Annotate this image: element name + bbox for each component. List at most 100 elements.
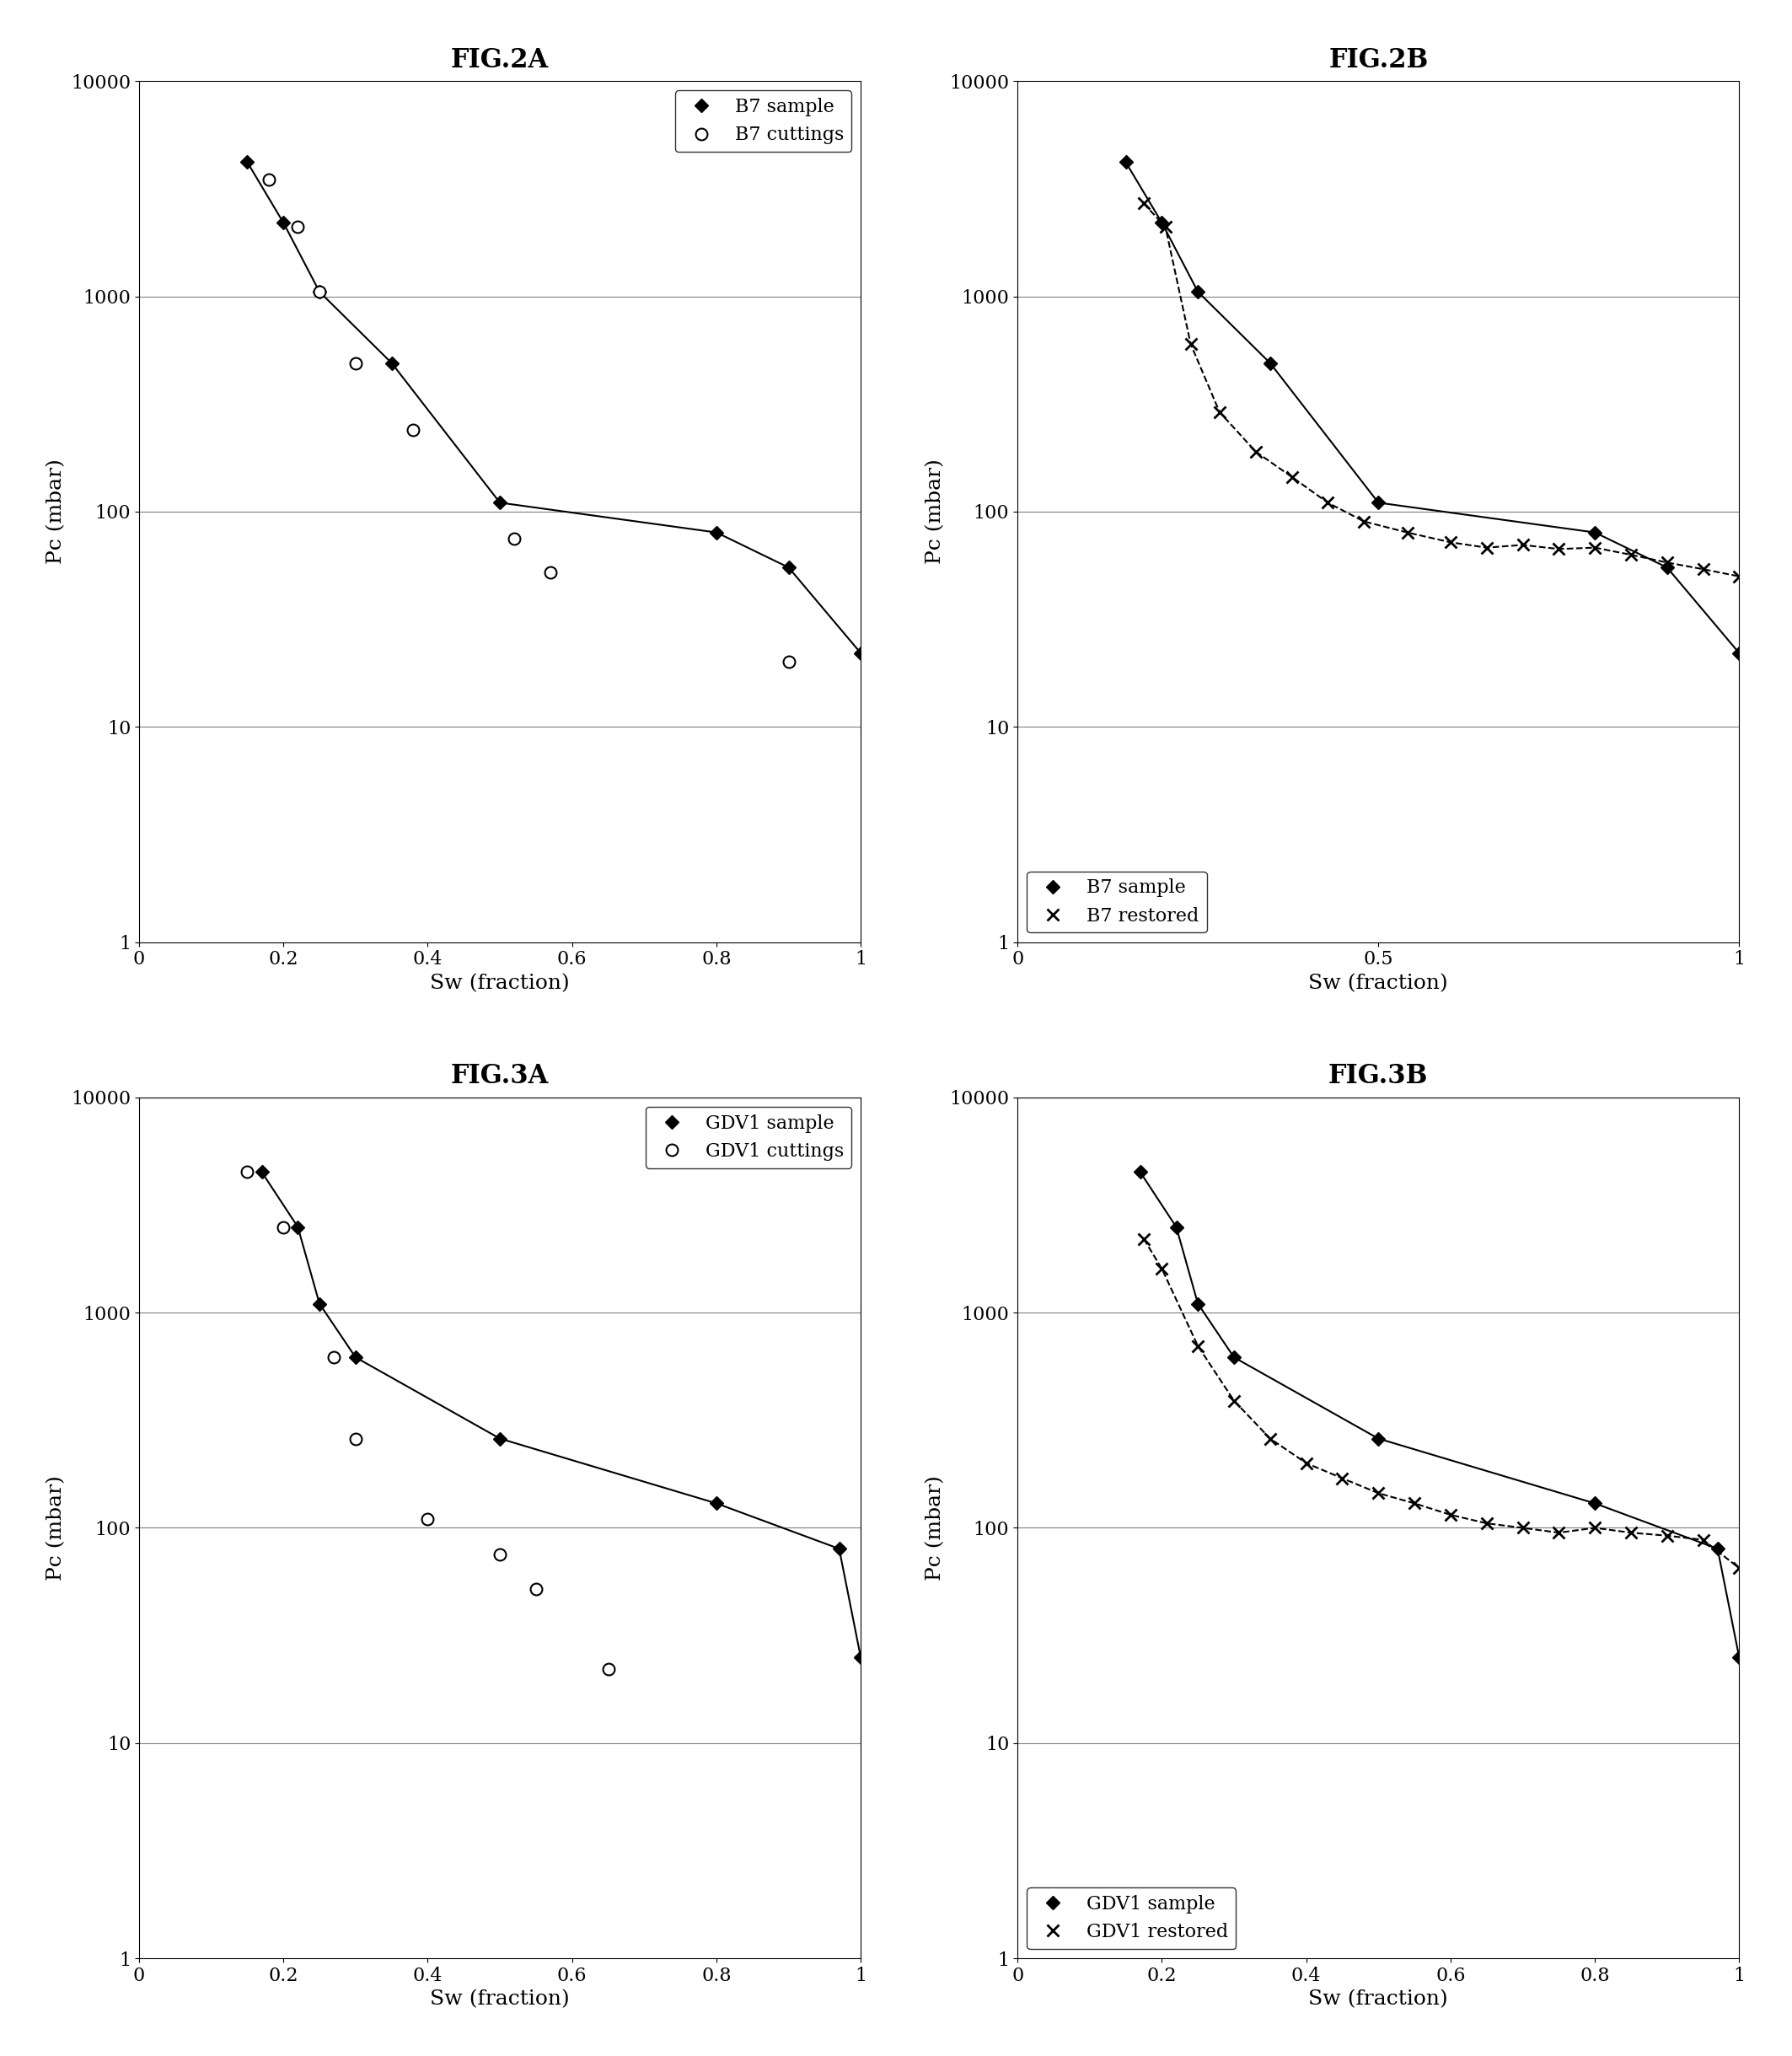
B7 sample (1150, 210, 1172, 234)
GDV1 sample (1584, 1491, 1606, 1515)
GDV1 cuttings (525, 1577, 547, 1602)
Line: GDV1 restored: GDV1 restored (1138, 1234, 1745, 1575)
GDV1 sample (828, 1536, 849, 1561)
B7 cuttings (539, 561, 561, 586)
B7 cuttings (308, 280, 330, 304)
B7 restored (1154, 214, 1176, 238)
GDV1 sample (1186, 1291, 1208, 1316)
Legend: B7 sample, B7 restored: B7 sample, B7 restored (1027, 872, 1206, 933)
Line: GDV1 sample: GDV1 sample (256, 1168, 866, 1661)
X-axis label: Sw (fraction): Sw (fraction) (1308, 1990, 1448, 2009)
GDV1 restored (1620, 1519, 1641, 1544)
GDV1 cuttings (237, 1160, 258, 1184)
Line: GDV1 sample: GDV1 sample (1136, 1168, 1744, 1661)
B7 sample (382, 352, 403, 376)
GDV1 restored (1729, 1556, 1751, 1581)
Line: GDV1 cuttings: GDV1 cuttings (242, 1166, 615, 1676)
GDV1 restored (1512, 1515, 1534, 1540)
GDV1 sample (1729, 1645, 1751, 1669)
GDV1 restored (1548, 1519, 1570, 1544)
GDV1 restored (1477, 1511, 1498, 1536)
GDV1 restored (1656, 1523, 1677, 1548)
B7 sample (849, 641, 871, 666)
B7 sample (706, 520, 728, 545)
B7 restored (1245, 440, 1267, 465)
B7 sample (1115, 150, 1136, 175)
GDV1 restored (1150, 1256, 1172, 1281)
Title: FIG.3A: FIG.3A (452, 1063, 548, 1090)
GDV1 restored (1439, 1503, 1460, 1528)
B7 sample (237, 150, 258, 175)
B7 restored (1584, 535, 1606, 559)
GDV1 restored (1186, 1334, 1208, 1359)
X-axis label: Sw (fraction): Sw (fraction) (430, 972, 570, 993)
B7 restored (1692, 557, 1713, 582)
B7 restored (1656, 551, 1677, 576)
B7 sample (1729, 641, 1751, 666)
X-axis label: Sw (fraction): Sw (fraction) (430, 1990, 570, 2009)
B7 restored (1133, 191, 1154, 216)
B7 restored (1210, 399, 1231, 424)
B7 sample (1584, 520, 1606, 545)
Title: FIG.2A: FIG.2A (452, 47, 548, 72)
B7 cuttings (344, 352, 366, 376)
Title: FIG.2B: FIG.2B (1328, 47, 1428, 72)
GDV1 restored (1296, 1452, 1317, 1476)
Legend: GDV1 sample, GDV1 cuttings: GDV1 sample, GDV1 cuttings (645, 1106, 851, 1168)
B7 restored (1620, 543, 1641, 567)
B7 restored (1281, 465, 1303, 489)
GDV1 restored (1584, 1515, 1606, 1540)
B7 sample (489, 489, 511, 514)
B7 restored (1512, 533, 1534, 557)
GDV1 cuttings (418, 1507, 439, 1532)
Line: B7 restored: B7 restored (1138, 197, 1745, 582)
B7 sample (308, 280, 330, 304)
GDV1 sample (287, 1215, 308, 1240)
Y-axis label: Pc (mbar): Pc (mbar) (925, 458, 944, 563)
B7 cuttings (403, 417, 425, 442)
GDV1 restored (1224, 1388, 1245, 1412)
GDV1 restored (1692, 1528, 1713, 1552)
GDV1 cuttings (597, 1657, 618, 1682)
B7 restored (1729, 563, 1751, 588)
B7 cuttings (504, 526, 525, 551)
B7 restored (1548, 537, 1570, 561)
B7 sample (1367, 489, 1389, 514)
GDV1 sample (849, 1645, 871, 1669)
B7 cuttings (287, 214, 308, 238)
GDV1 sample (1224, 1345, 1245, 1369)
B7 sample (778, 555, 799, 580)
B7 restored (1477, 535, 1498, 559)
Line: B7 sample: B7 sample (1122, 158, 1744, 658)
GDV1 sample (706, 1491, 728, 1515)
GDV1 sample (344, 1345, 366, 1369)
GDV1 restored (1133, 1227, 1154, 1252)
GDV1 sample (251, 1160, 272, 1184)
GDV1 cuttings (323, 1345, 344, 1369)
B7 sample (1186, 280, 1208, 304)
B7 cuttings (258, 167, 280, 191)
GDV1 cuttings (489, 1542, 511, 1567)
GDV1 cuttings (344, 1427, 366, 1452)
B7 restored (1179, 331, 1201, 356)
Line: B7 sample: B7 sample (242, 158, 866, 658)
GDV1 sample (489, 1427, 511, 1452)
B7 sample (272, 210, 294, 234)
Y-axis label: Pc (mbar): Pc (mbar) (925, 1476, 944, 1581)
GDV1 restored (1331, 1466, 1353, 1491)
Title: FIG.3B: FIG.3B (1328, 1063, 1428, 1090)
GDV1 sample (1706, 1536, 1727, 1561)
Line: B7 cuttings: B7 cuttings (263, 173, 794, 668)
GDV1 cuttings (272, 1215, 294, 1240)
B7 restored (1317, 489, 1339, 514)
GDV1 restored (1260, 1427, 1281, 1452)
GDV1 sample (1367, 1427, 1389, 1452)
Legend: GDV1 sample, GDV1 restored: GDV1 sample, GDV1 restored (1027, 1887, 1236, 1949)
X-axis label: Sw (fraction): Sw (fraction) (1308, 972, 1448, 993)
Y-axis label: Pc (mbar): Pc (mbar) (47, 1476, 66, 1581)
B7 sample (1260, 352, 1281, 376)
B7 restored (1353, 510, 1374, 535)
Y-axis label: Pc (mbar): Pc (mbar) (47, 458, 66, 563)
GDV1 restored (1367, 1480, 1389, 1505)
GDV1 sample (1129, 1160, 1150, 1184)
